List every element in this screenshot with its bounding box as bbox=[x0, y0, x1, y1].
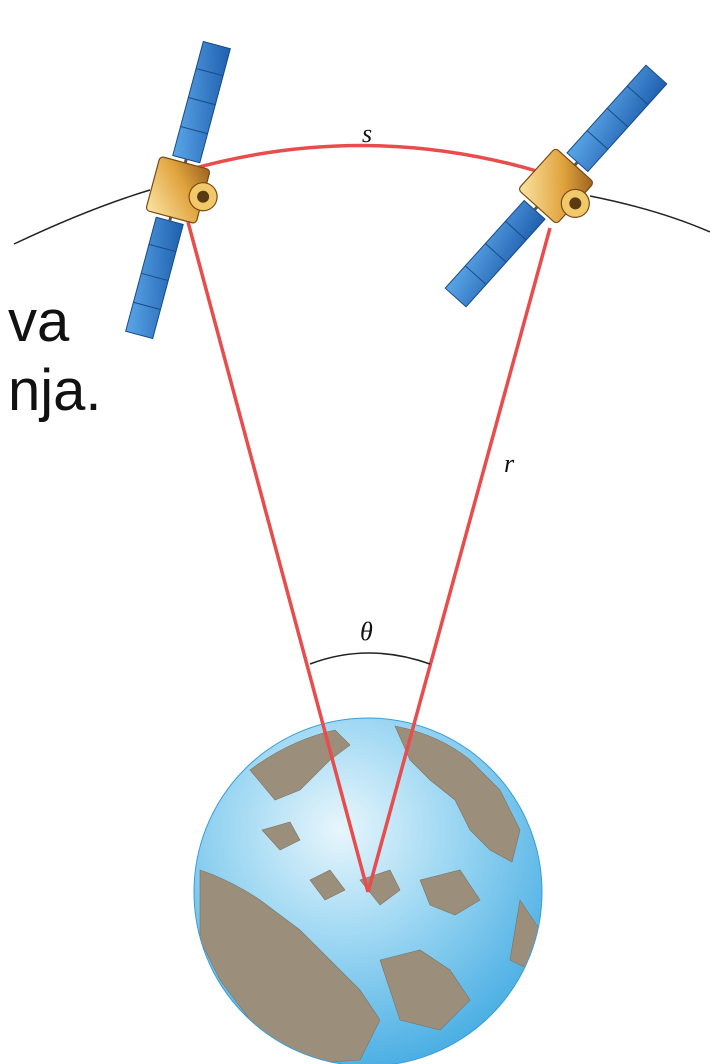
label-s: s bbox=[362, 119, 372, 148]
satellite-icon bbox=[125, 40, 231, 340]
angle-arc bbox=[309, 652, 431, 665]
satellite-icon bbox=[444, 64, 668, 308]
orbit-path-right bbox=[589, 195, 710, 233]
label-r: r bbox=[504, 449, 515, 478]
radius-line-left bbox=[186, 221, 370, 893]
background-text-line-2: nja. bbox=[8, 358, 102, 423]
radius-line-right bbox=[366, 227, 552, 893]
arc-s bbox=[187, 143, 541, 174]
background-text-line-1: va bbox=[8, 289, 70, 354]
label-theta: θ bbox=[360, 617, 373, 646]
orbit-path bbox=[13, 189, 151, 245]
